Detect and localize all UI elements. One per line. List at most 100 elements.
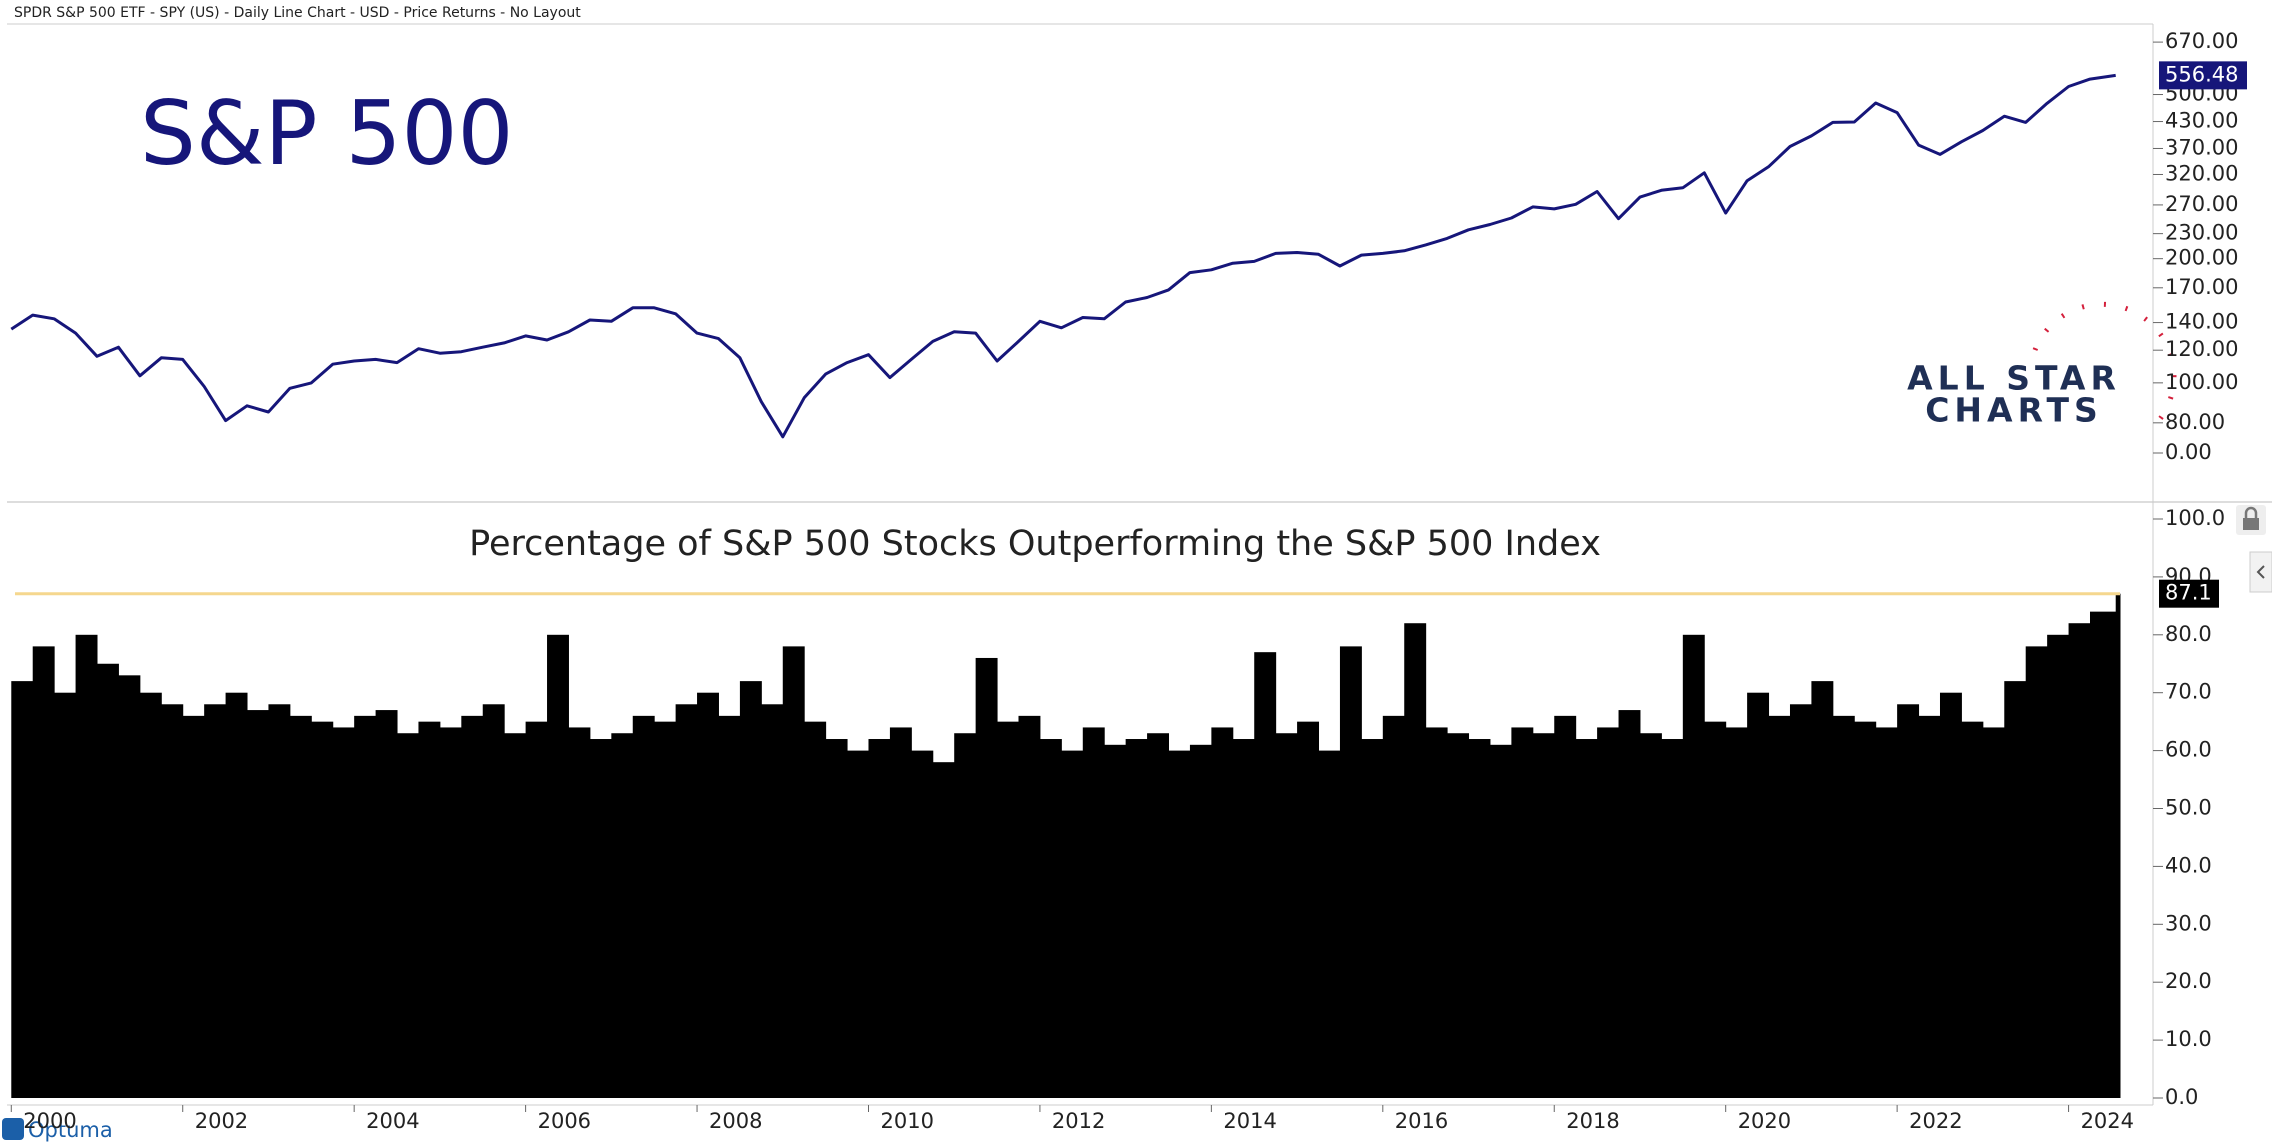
bar xyxy=(1532,733,1555,1098)
y-tick-label: 100.00 xyxy=(2165,370,2238,394)
panel-title: Percentage of S&P 500 Stocks Outperformi… xyxy=(469,524,1601,564)
x-tick-label: 2024 xyxy=(2081,1109,2134,1133)
tab-arrow xyxy=(2256,565,2265,579)
x-tick-label: 2012 xyxy=(1052,1109,1105,1133)
bar xyxy=(1875,727,1898,1098)
bar xyxy=(1147,733,1170,1098)
bar xyxy=(1039,739,1062,1098)
bar xyxy=(1297,721,1320,1098)
bar xyxy=(354,715,377,1098)
bar xyxy=(868,739,891,1098)
tab[interactable] xyxy=(2249,551,2272,593)
bar xyxy=(2115,593,2121,1098)
bar xyxy=(32,646,55,1098)
lock-shackle xyxy=(2244,506,2258,518)
y-tick-label: 320.00 xyxy=(2165,161,2238,185)
bar xyxy=(1511,727,1534,1098)
x-tick-label: 2008 xyxy=(709,1109,762,1133)
y-tick-label: 670.00 xyxy=(2165,29,2238,53)
logo-stars xyxy=(2032,301,2177,432)
bar xyxy=(739,681,762,1098)
y-tick-label: 270.00 xyxy=(2165,192,2238,216)
y-tick-label: 0.00 xyxy=(2165,440,2212,464)
y-tick-label: 70.0 xyxy=(2165,680,2212,704)
y-tick-label: 20.0 xyxy=(2165,969,2212,993)
bar xyxy=(75,634,98,1098)
bar xyxy=(1725,727,1748,1098)
x-tick-label: 2014 xyxy=(1223,1109,1276,1133)
bar xyxy=(782,646,805,1098)
bar xyxy=(1639,733,1662,1098)
x-tick-label: 2018 xyxy=(1566,1109,1619,1133)
bar xyxy=(997,721,1019,1098)
bar xyxy=(1018,715,1041,1098)
bar xyxy=(932,762,955,1098)
bar xyxy=(804,721,827,1098)
bar xyxy=(954,733,977,1098)
bar xyxy=(247,710,269,1098)
bar xyxy=(1339,646,1362,1098)
bar xyxy=(1982,727,2005,1098)
bar xyxy=(1704,721,1727,1098)
bar xyxy=(697,692,719,1098)
bar xyxy=(2004,681,2027,1098)
bar xyxy=(1661,739,1684,1098)
bar xyxy=(268,704,291,1098)
bar xyxy=(1939,692,1962,1098)
bar xyxy=(1961,721,1984,1098)
bar xyxy=(1232,739,1255,1098)
bar xyxy=(1897,704,1920,1098)
y-tick-label: 80.00 xyxy=(2165,410,2225,434)
bar xyxy=(2025,646,2048,1098)
bar xyxy=(204,704,227,1098)
bar xyxy=(289,715,312,1098)
bar xyxy=(654,721,677,1098)
bar xyxy=(482,704,505,1098)
bar xyxy=(1468,739,1491,1098)
header: SPDR S&P 500 ETF - SPY (US) - Daily Line… xyxy=(14,5,581,21)
x-tick-label: 2002 xyxy=(195,1109,248,1133)
bar xyxy=(97,663,119,1098)
bar xyxy=(461,715,484,1098)
bar xyxy=(611,733,634,1098)
y-tick-label: 170.00 xyxy=(2165,275,2238,299)
bar xyxy=(1575,739,1598,1098)
bar xyxy=(1447,733,1470,1098)
bar xyxy=(1318,750,1341,1098)
y-tick-label: 100.0 xyxy=(2165,506,2225,530)
last-value-box xyxy=(2159,579,2219,608)
bar xyxy=(2068,623,2091,1098)
y-tick-label: 140.00 xyxy=(2165,310,2238,334)
brand: Optuma xyxy=(28,1118,113,1142)
bar xyxy=(718,715,741,1098)
bar xyxy=(1597,727,1620,1098)
bar xyxy=(1104,744,1127,1098)
lock-body xyxy=(2243,518,2259,530)
bar xyxy=(182,715,205,1098)
bar xyxy=(2089,611,2117,1098)
chart-title: S&P 500 xyxy=(140,82,513,185)
x-tick-label: 2004 xyxy=(366,1109,419,1133)
bar xyxy=(1682,634,1705,1098)
bar xyxy=(1747,692,1770,1098)
bar xyxy=(1211,727,1234,1098)
bar xyxy=(1489,744,1512,1098)
bar xyxy=(1189,744,1212,1098)
bar xyxy=(118,675,141,1098)
bar xyxy=(375,710,398,1098)
bar xyxy=(1918,715,1941,1098)
logo-text: ALL STAR xyxy=(1907,359,2121,398)
bar xyxy=(568,727,591,1098)
bar xyxy=(54,692,77,1098)
x-tick-label: 2022 xyxy=(1909,1109,1962,1133)
collapse-tab[interactable] xyxy=(2249,551,2272,593)
lock-icon[interactable] xyxy=(2236,505,2266,535)
bar xyxy=(761,704,784,1098)
bar xyxy=(1125,739,1148,1098)
bar xyxy=(1811,681,1834,1098)
bar xyxy=(397,733,419,1098)
x-tick-label: 2000 xyxy=(23,1109,76,1133)
bar xyxy=(161,704,184,1098)
x-tick-label: 2010 xyxy=(880,1109,933,1133)
